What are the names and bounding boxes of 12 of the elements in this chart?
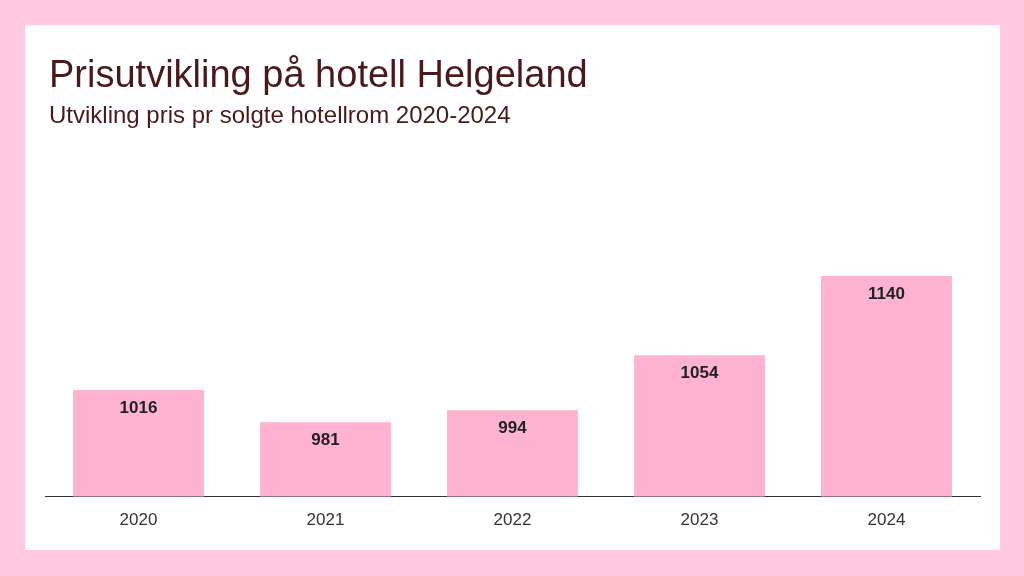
chart-title: Prisutvikling på hotell Helgeland (49, 53, 588, 96)
x-tick-label: 2020 (119, 510, 158, 530)
x-tick-label: 2021 (306, 510, 345, 530)
chart-subtitle: Utvikling pris pr solgte hotellrom 2020-2024 (49, 101, 511, 129)
x-tick-label: 2023 (680, 510, 719, 530)
data-label: 981 (311, 429, 340, 449)
data-label: 994 (498, 417, 528, 437)
x-tick-label: 2022 (493, 510, 532, 530)
data-label: 1140 (868, 283, 905, 303)
data-label: 1054 (680, 362, 719, 382)
data-label: 1016 (119, 397, 158, 417)
x-tick-label: 2024 (867, 510, 906, 530)
